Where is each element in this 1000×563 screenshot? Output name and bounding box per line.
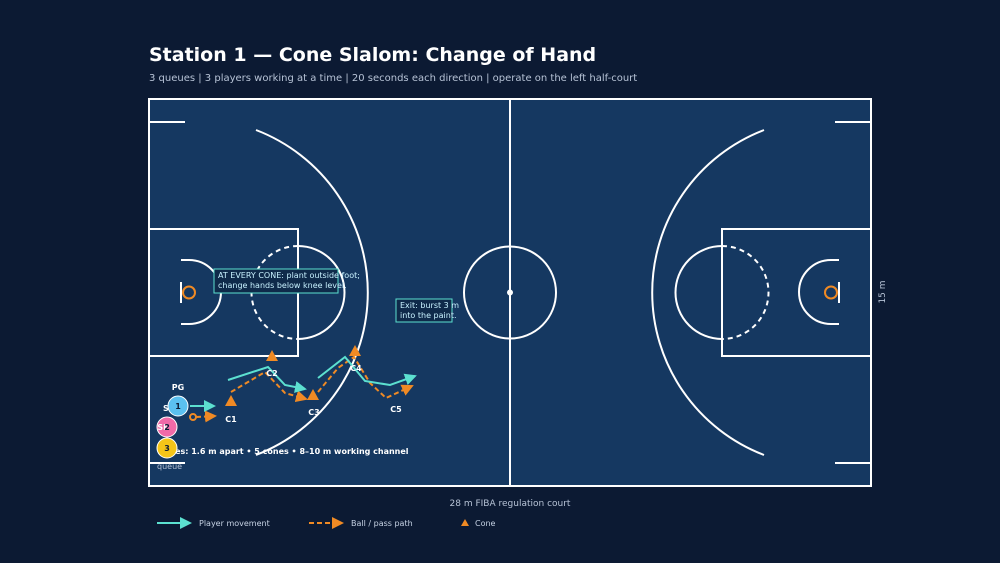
players: PG SG 1 SF 2 3 bbox=[156, 383, 189, 459]
svg-text:AT EVERY CONE: plant outside f: AT EVERY CONE: plant outside foot; change… bbox=[218, 271, 360, 290]
callout-line: Exit: burst 3 m bbox=[400, 301, 459, 310]
player-number: 1 bbox=[175, 402, 181, 411]
cone-label: C3 bbox=[308, 408, 319, 417]
callout-line: AT EVERY CONE: plant outside foot; bbox=[218, 271, 360, 280]
callout: Exit: burst 3 m into the paint. bbox=[395, 298, 459, 323]
legend-label: Player movement bbox=[199, 519, 270, 528]
cone-label: C5 bbox=[390, 405, 402, 414]
subtitle: 3 queues | 3 players working at a time |… bbox=[149, 73, 637, 84]
note: Cones: 1.6 m apart • 5 cones • 8–10 m wo… bbox=[158, 447, 409, 456]
cones: C1 C2 C3 C4 C5 bbox=[225, 345, 402, 424]
paths bbox=[189, 355, 417, 423]
cone-label: C1 bbox=[225, 415, 237, 424]
cone-label: C2 bbox=[266, 369, 277, 378]
legend: Player movement Ball / pass path Cone bbox=[157, 517, 496, 529]
title: Station 1 — Cone Slalom: Change of Hand bbox=[149, 44, 596, 66]
callout-line: into the paint. bbox=[400, 311, 457, 320]
court bbox=[148, 98, 872, 487]
queue-label: queue bbox=[157, 462, 182, 471]
player-label: SF bbox=[157, 423, 168, 432]
height-label: 15 m bbox=[878, 280, 888, 303]
callout-line: change hands below knee level. bbox=[218, 281, 347, 290]
cone-label: C4 bbox=[350, 364, 362, 373]
player-number: 3 bbox=[164, 444, 170, 453]
player-number: 2 bbox=[164, 423, 170, 432]
legend-label: Cone bbox=[475, 519, 496, 528]
player-label: PG bbox=[172, 383, 184, 392]
legend-label: Ball / pass path bbox=[351, 519, 413, 528]
width-label: 28 m FIBA regulation court bbox=[450, 499, 571, 509]
callout: AT EVERY CONE: plant outside foot; change… bbox=[213, 268, 360, 294]
